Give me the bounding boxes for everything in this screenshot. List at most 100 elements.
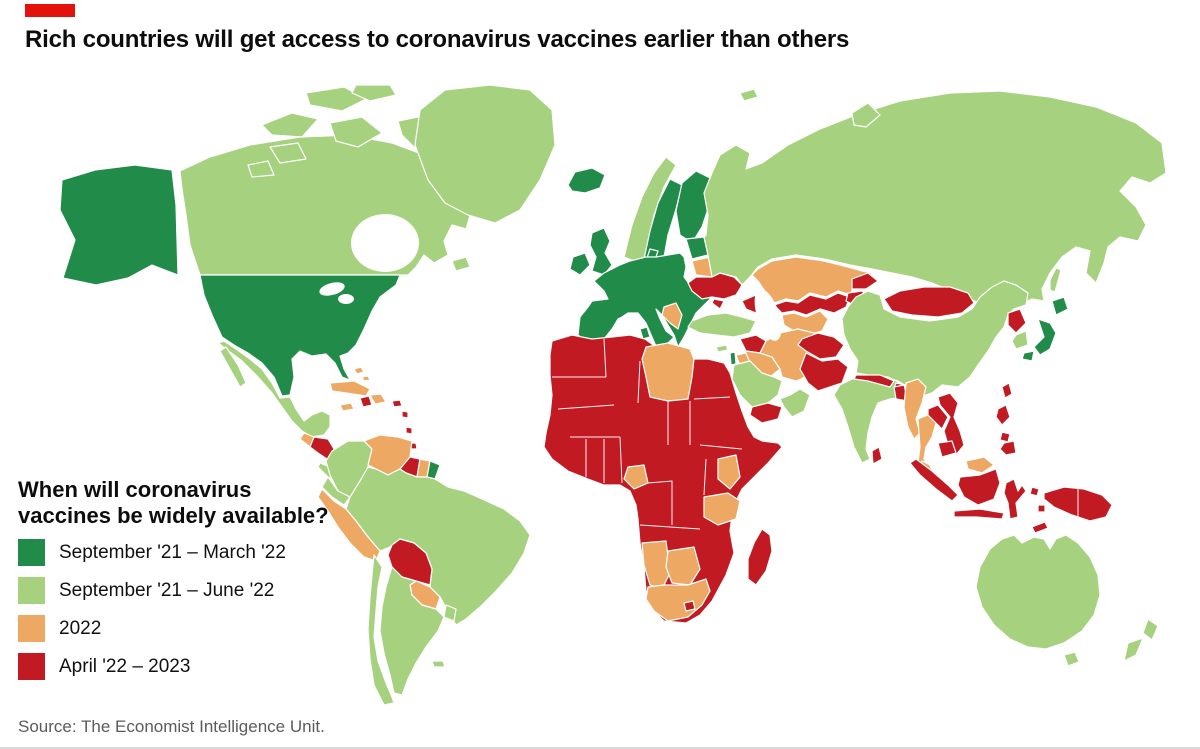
region-philippines-mindanao: [999, 440, 1017, 456]
region-israel: [729, 351, 737, 366]
region-kenya: [717, 454, 741, 490]
internal-borders: [552, 338, 1079, 530]
region-new-zealand-north: [1142, 618, 1159, 641]
region-yemen: [749, 402, 783, 424]
region-new-zealand-south: [1123, 637, 1144, 662]
map-legend: When will coronavirus vaccines be widely…: [18, 477, 348, 691]
region-gabon: [623, 464, 649, 490]
region-kyrgyzstan: [851, 272, 879, 290]
region-afghanistan: [797, 332, 845, 360]
region-moluccas: [1037, 504, 1046, 513]
region-bahamas: [353, 366, 365, 375]
region-iceland: [567, 167, 606, 194]
region-canadian-arctic: [247, 160, 275, 178]
region-canadian-arctic: [305, 86, 367, 112]
region-malaysia-borneo: [965, 456, 995, 474]
region-canadian-arctic: [329, 116, 383, 148]
region-tanzania: [703, 492, 741, 526]
region-svalbard: [739, 88, 759, 102]
region-timor: [1031, 521, 1049, 534]
chart-title: Rich countries will get access to corona…: [25, 26, 850, 53]
region-vietnam: [937, 392, 965, 456]
region-oman-uae: [779, 388, 811, 418]
region-turkmenistan: [781, 310, 829, 336]
region-alaska: [59, 164, 179, 286]
legend-label: 2022: [59, 617, 102, 639]
region-uruguay: [443, 604, 457, 622]
region-newfoundland: [451, 256, 471, 272]
legend-title-line2: vaccines be widely available?: [18, 502, 329, 528]
region-madagascar: [747, 528, 773, 586]
region-lesotho: [683, 600, 696, 612]
legend-swatch-orange: [18, 615, 45, 643]
region-nepal: [853, 374, 895, 388]
legend-label: April '22 – 2023: [59, 655, 191, 677]
region-sri-lanka: [871, 446, 883, 465]
region-haiti: [359, 395, 373, 408]
region-south-korea: [1011, 330, 1029, 350]
legend-items: September '21 – March '22 September '21 …: [18, 539, 348, 681]
region-french-guiana: [426, 460, 441, 480]
region-saudi-arabia: [731, 360, 783, 408]
legend-label: September '21 – March '22: [59, 541, 286, 563]
region-sulawesi: [1003, 478, 1027, 520]
legend-item-mid: September '21 – June '22: [18, 577, 348, 605]
great-lakes-water: [319, 282, 345, 296]
hudson-bay-water: [351, 214, 419, 272]
region-taiwan: [1001, 382, 1013, 399]
region-pakistan: [799, 352, 849, 392]
region-australia: [975, 534, 1101, 650]
legend-swatch-red: [18, 653, 45, 681]
region-laos: [927, 404, 949, 430]
legend-swatch-light-green: [18, 577, 45, 605]
legend-item-late: April '22 – 2023: [18, 653, 348, 681]
region-lesser-antilles: [405, 426, 413, 435]
region-usa: [199, 274, 401, 397]
region-russia: [703, 90, 1167, 308]
region-turkey: [687, 312, 757, 338]
region-japan-kyushu: [1021, 350, 1035, 362]
region-sakhalin: [1049, 267, 1062, 293]
region-sumatra: [909, 458, 959, 502]
world-map: [0, 84, 1200, 715]
region-canadian-arctic: [261, 112, 319, 138]
region-tasmania: [1063, 651, 1080, 667]
region-cuba: [329, 380, 371, 397]
region-south-africa: [645, 578, 711, 622]
region-mexico: [217, 340, 331, 438]
region-falklands: [431, 660, 446, 668]
region-moluccas: [1029, 486, 1040, 497]
region-philippines-luzon: [995, 404, 1011, 426]
region-baja-california: [219, 346, 247, 388]
legend-label: September '21 – June '22: [59, 579, 275, 601]
legend-swatch-dark-green: [18, 539, 45, 567]
region-jamaica: [339, 402, 355, 412]
region-japan-hokkaido: [1051, 296, 1069, 316]
region-puerto-rico: [391, 399, 403, 408]
legend-item-2022: 2022: [18, 615, 348, 643]
region-philippines-visayas: [999, 431, 1011, 443]
region-dominican-republic: [369, 393, 387, 405]
region-uk: [589, 227, 613, 276]
legend-title-line1: When will coronavirus: [18, 477, 252, 502]
region-canadian-arctic: [269, 142, 307, 164]
region-bahamas: [361, 375, 371, 382]
region-java: [953, 508, 1005, 520]
source-note: Source: The Economist Intelligence Unit.: [18, 717, 325, 736]
region-argentina: [379, 566, 445, 696]
region-canadian-arctic: [351, 84, 397, 102]
region-cyprus: [715, 344, 729, 353]
great-lakes-water: [338, 294, 354, 304]
region-ecuador: [321, 476, 351, 506]
region-kalimantan: [957, 468, 1001, 506]
region-ireland: [569, 252, 591, 276]
region-finland: [675, 170, 713, 244]
region-sardinia: [639, 326, 651, 340]
world-map-svg: [59, 84, 1167, 706]
region-cambodia: [937, 440, 957, 458]
region-lesser-antilles: [401, 410, 409, 419]
region-crimea: [711, 298, 725, 310]
caspian-sea-water: [754, 289, 782, 341]
region-north-korea: [1007, 308, 1027, 334]
